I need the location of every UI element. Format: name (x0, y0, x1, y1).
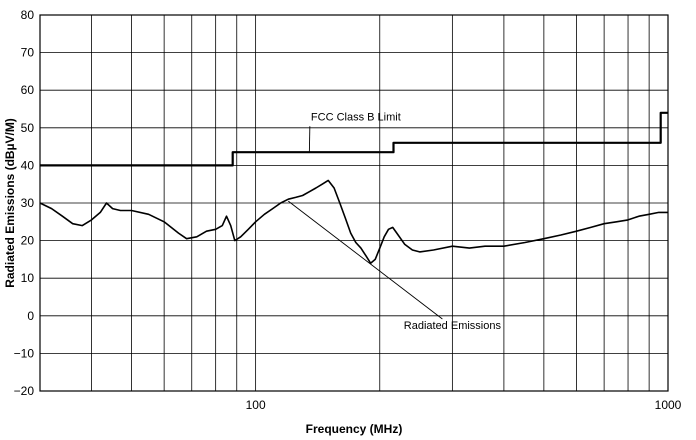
x-tick-label: 100 (246, 398, 266, 412)
x-axis-title: Frequency (MHz) (306, 422, 403, 436)
series-layer (39, 111, 668, 265)
plot-frame (39, 14, 669, 392)
grid (39, 14, 669, 392)
y-tick-label: 80 (21, 8, 35, 22)
fcc-limit-line (40, 111, 668, 167)
y-tick-label: 70 (21, 46, 35, 60)
y-tick-label: 10 (21, 271, 35, 285)
y-axis-title: Radiated Emissions (dBµV/M) (3, 118, 17, 288)
y-tick-label: 40 (21, 158, 35, 172)
emissions-line (39, 179, 668, 265)
y-tick-label: 60 (21, 83, 35, 97)
y-tick-label: −10 (14, 346, 35, 360)
y-tick-label: 20 (21, 234, 35, 248)
x-tick-label: 1000 (655, 398, 682, 412)
y-tick-label: 0 (27, 309, 34, 323)
emissions-leader-line (288, 200, 443, 320)
y-tick-label: 50 (21, 121, 35, 135)
y-tick-label: −20 (14, 384, 35, 398)
y-tick-label: 30 (21, 196, 35, 210)
emissions-annotation: Radiated Emissions (404, 320, 502, 332)
annotations: FCC Class B Limit Radiated Emissions (288, 111, 501, 332)
limit-annotation: FCC Class B Limit (311, 111, 401, 123)
axes: −20 −10 0 10 20 30 40 50 60 70 80 100 1000 (14, 8, 682, 412)
